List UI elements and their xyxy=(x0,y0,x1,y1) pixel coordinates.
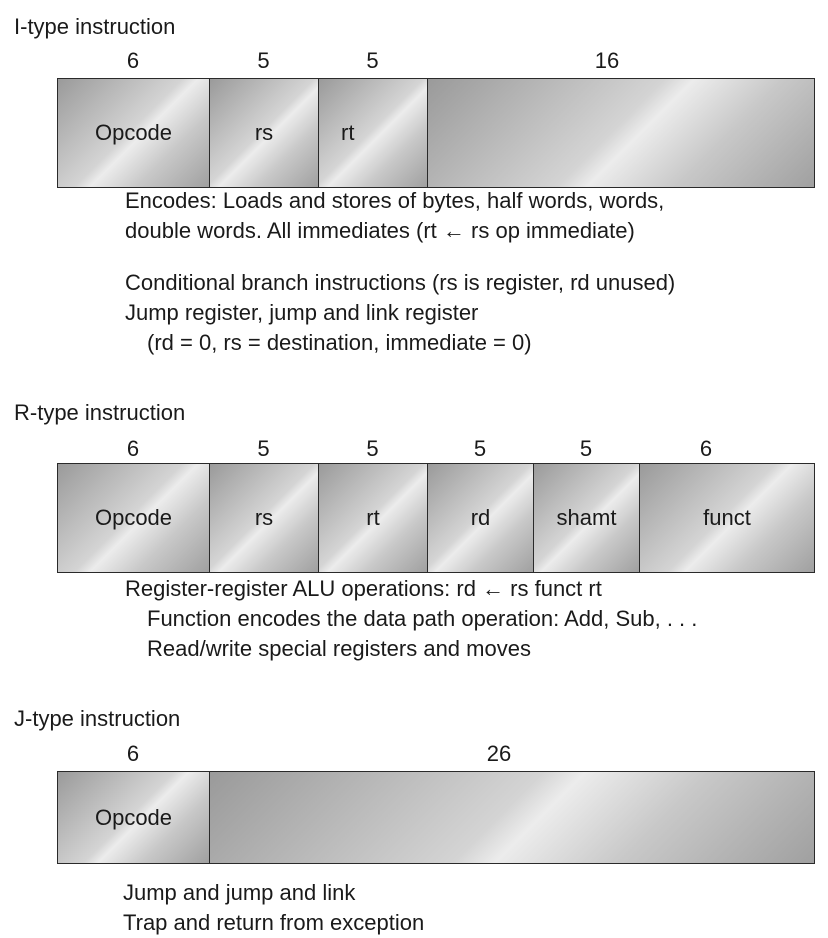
i-type-description-2: Conditional branch instructions (rs is r… xyxy=(125,268,675,358)
field-rs: rs xyxy=(210,79,319,187)
field-funct: funct xyxy=(640,464,814,572)
description-line: Register-register ALU operations: rd ← r… xyxy=(125,576,602,601)
description-line: Encodes: Loads and stores of bytes, half… xyxy=(125,188,665,213)
description-line: Function encodes the data path operation… xyxy=(147,606,698,631)
bit-width-label: 6 xyxy=(126,48,140,73)
description-line: Trap and return from exception xyxy=(123,910,425,935)
i-type-bit-widths: 6 5 5 16 xyxy=(57,48,817,76)
description-line: Conditional branch instructions (rs is r… xyxy=(125,270,676,295)
field-rs: rs xyxy=(210,464,319,572)
description-line: Jump register, jump and link register xyxy=(125,300,479,325)
r-type-format-box: Opcode rs rt rd shamt funct xyxy=(57,463,815,573)
field-opcode: Opcode xyxy=(58,79,210,187)
bit-width-label: 5 xyxy=(473,436,487,461)
description-line: Read/write special registers and moves xyxy=(147,636,531,661)
bit-width-label: 26 xyxy=(486,741,512,766)
i-type-description-1: Encodes: Loads and stores of bytes, half… xyxy=(125,186,664,246)
j-type-title: J-type instruction xyxy=(14,706,181,731)
j-type-bit-widths: 6 26 xyxy=(57,741,817,769)
description-line: double words. All immediates (rt ← rs op… xyxy=(125,218,635,243)
bit-width-label: 6 xyxy=(126,741,140,766)
field-target-address xyxy=(210,772,814,863)
bit-width-label: 5 xyxy=(366,48,379,73)
bit-width-label: 5 xyxy=(579,436,593,461)
bit-width-label: 5 xyxy=(366,436,379,461)
bit-width-label: 6 xyxy=(126,436,140,461)
i-type-title: I-type instruction xyxy=(14,14,176,39)
field-rd: rd xyxy=(428,464,534,572)
bit-width-label: 5 xyxy=(257,436,270,461)
j-type-format-box: Opcode xyxy=(57,771,815,864)
field-opcode: Opcode xyxy=(58,464,210,572)
r-type-bit-widths: 6 5 5 5 5 6 xyxy=(57,436,817,464)
bit-width-label: 6 xyxy=(699,436,713,461)
j-type-description: Jump and jump and link Trap and return f… xyxy=(123,878,424,938)
bit-width-label: 5 xyxy=(257,48,270,73)
field-rt: rt xyxy=(319,464,428,572)
r-type-description: Register-register ALU operations: rd ← r… xyxy=(125,574,697,664)
field-immediate xyxy=(428,79,814,187)
field-rt: rt xyxy=(319,79,428,187)
description-line: Jump and jump and link xyxy=(123,880,356,905)
field-shamt: shamt xyxy=(534,464,640,572)
r-type-title: R-type instruction xyxy=(14,400,186,425)
description-line: (rd = 0, rs = destination, immediate = 0… xyxy=(147,330,532,355)
i-type-format-box: Opcode rs rt xyxy=(57,78,815,188)
bit-width-label: 16 xyxy=(594,48,620,73)
field-opcode: Opcode xyxy=(58,772,210,863)
